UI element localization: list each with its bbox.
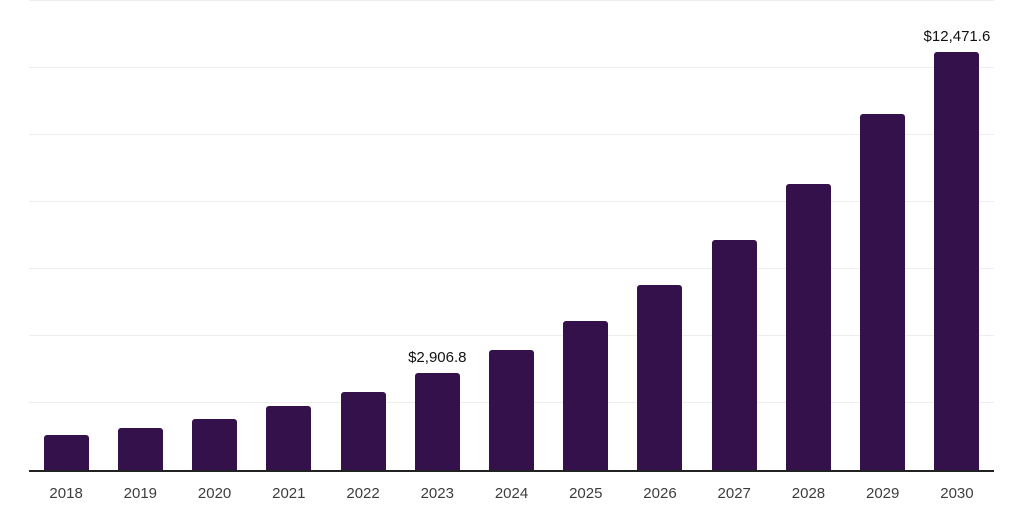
x-tick-label-2025: 2025	[569, 485, 603, 502]
gridline	[29, 0, 994, 1]
bar-2030	[934, 52, 980, 470]
bar-slot-2021	[252, 1, 326, 470]
bar-2019	[117, 428, 163, 470]
bar-slot-2025	[549, 1, 623, 470]
x-tick-label-2028: 2028	[791, 485, 826, 502]
bar-2028	[785, 183, 831, 470]
gridline	[29, 67, 994, 68]
bar-2027	[711, 239, 757, 470]
bars-layer: $2,906.8 $12,471.6	[29, 1, 994, 470]
x-tick-label-2027: 2027	[717, 485, 751, 502]
bar-slot-2020	[177, 1, 251, 470]
bar-2021	[266, 406, 312, 470]
x-tick-label-2021: 2021	[272, 485, 306, 502]
bar-slot-2019	[103, 1, 177, 470]
bar-2025	[563, 320, 609, 470]
bar-slot-2023: $2,906.8	[400, 1, 474, 470]
bar-2018	[43, 435, 89, 470]
x-tick-label-2023: 2023	[420, 485, 454, 502]
bar-2029	[860, 113, 906, 470]
x-tick-label-2022: 2022	[346, 485, 380, 502]
gridline	[29, 134, 994, 135]
bar-2020	[192, 419, 238, 470]
bar-2022	[340, 391, 386, 470]
bar-slot-2022	[326, 1, 400, 470]
x-axis-line	[29, 470, 994, 472]
x-tick-label-2030: 2030	[940, 485, 974, 502]
bar-slot-2030: $12,471.6	[920, 1, 994, 470]
gridline	[29, 201, 994, 202]
bar-2023	[414, 372, 460, 470]
bar-2026	[637, 285, 683, 470]
x-tick-label-2029: 2029	[866, 485, 900, 502]
plot-area: $2,906.8 $12,471.6	[29, 0, 994, 470]
value-label-2023: $2,906.8	[408, 348, 467, 366]
x-tick-label-2018: 2018	[49, 485, 83, 502]
bar-2024	[489, 350, 535, 470]
bar-slot-2018	[29, 1, 103, 470]
x-tick-label-2026: 2026	[643, 485, 677, 502]
bar-slot-2026	[623, 1, 697, 470]
bar-slot-2029	[846, 1, 920, 470]
gridline	[29, 335, 994, 336]
bar-slot-2027	[697, 1, 771, 470]
value-label-2030: $12,471.6	[923, 28, 991, 46]
x-tick-label-2020: 2020	[197, 485, 232, 502]
x-tick-label-2019: 2019	[123, 485, 158, 502]
gridline	[29, 268, 994, 269]
x-tick-label-2024: 2024	[494, 485, 529, 502]
bar-slot-2028	[771, 1, 845, 470]
x-axis-labels: 2018 2019 2020 2021 2022 2023 2024 2025 2026 2027…	[29, 485, 994, 502]
bar-slot-2024	[474, 1, 548, 470]
